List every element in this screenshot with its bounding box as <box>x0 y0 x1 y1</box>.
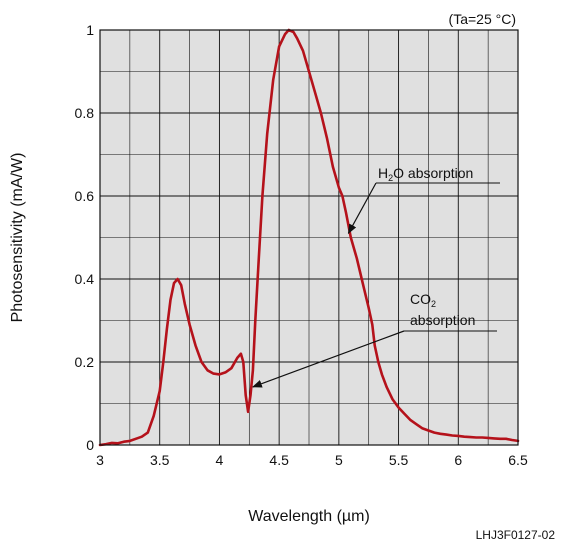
tick-labels: 3 3.5 4 4.5 5 5.5 6 6.5 0 0.2 0.4 0.6 0.8 1 <box>75 22 528 468</box>
co2-annotation-line2: absorption <box>410 312 475 328</box>
y-tick-label: 1 <box>86 22 94 38</box>
x-tick-label: 6.5 <box>508 452 528 468</box>
x-tick-label: 6 <box>454 452 462 468</box>
h2o-annotation-main: H <box>378 165 388 181</box>
y-tick-label: 0 <box>86 437 94 453</box>
x-tick-label: 5 <box>335 452 343 468</box>
condition-note: (Ta=25 °C) <box>449 11 516 27</box>
plot-frame <box>99 29 519 446</box>
figure-code: LHJ3F0127-02 <box>475 528 555 542</box>
y-tick-label: 0.4 <box>75 271 95 287</box>
y-tick-label: 0.2 <box>75 354 95 370</box>
co2-annotation-main: CO <box>410 291 431 307</box>
h2o-annotation-rest: O absorption <box>393 165 473 181</box>
x-tick-label: 4 <box>216 452 224 468</box>
y-axis-label: Photosensitivity (mA/W) <box>9 153 26 323</box>
y-tick-label: 0.6 <box>75 188 95 204</box>
co2-absorption-annotation: CO2 <box>410 291 436 309</box>
x-axis-label: Wavelength (µm) <box>248 508 370 525</box>
x-tick-label: 5.5 <box>389 452 409 468</box>
x-tick-label: 4.5 <box>269 452 289 468</box>
h2o-annotation-arrow <box>347 182 377 235</box>
x-tick-label: 3.5 <box>150 452 170 468</box>
x-tick-label: 3 <box>96 452 104 468</box>
h2o-absorption-annotation: H2O absorption <box>378 165 473 183</box>
series-line <box>98 28 520 447</box>
co2-annotation-arrow <box>251 330 405 388</box>
series-layer <box>98 28 520 447</box>
co2-annotation-subscript: 2 <box>431 299 436 309</box>
h2o-annotation-subscript: 2 <box>388 173 393 183</box>
y-tick-label: 0.8 <box>75 105 95 121</box>
